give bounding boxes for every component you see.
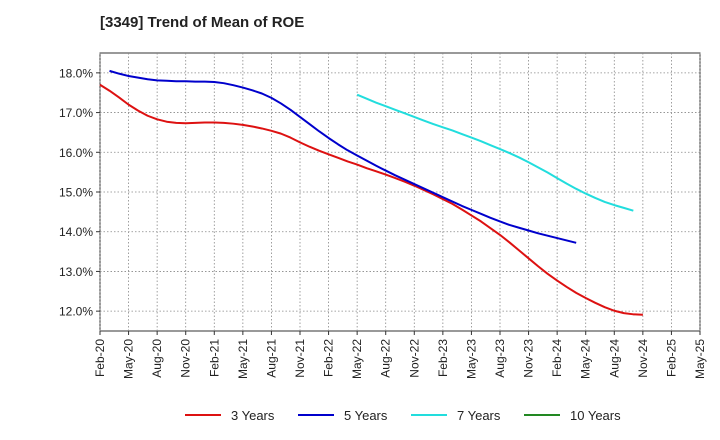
legend-label: 3 Years [231,407,275,423]
x-tick-label: Nov-22 [407,339,421,378]
y-tick-label: 12.0% [59,305,93,319]
x-tick-label: Aug-21 [264,339,278,378]
series-line-5-years [109,69,577,244]
legend-label: 10 Years [570,407,621,423]
x-tick-label: May-21 [236,339,250,379]
x-tick-label: May-23 [464,339,478,379]
x-tick-label: Aug-20 [150,339,164,378]
x-tick-label: May-20 [122,339,136,379]
x-tick-label: Nov-20 [179,339,193,378]
x-tick-label: Feb-22 [322,339,336,377]
y-tick-label: 16.0% [59,146,93,160]
y-tick-label: 15.0% [59,186,93,200]
legend-label: 7 Years [457,407,501,423]
legend-item-5-years: 5 Years [298,403,387,427]
chart-area: 12.0% 13.0% 14.0% 15.0% 16.0% 17.0% 18.0% Feb-2… [59,52,707,379]
legend-swatch [185,414,221,416]
legend-label: 5 Years [344,407,388,423]
legend-swatch [411,414,447,416]
legend-item-7-years: 7 Years [411,403,500,427]
x-tick-label: May-25 [693,339,707,379]
x-tick-label: Feb-21 [207,339,221,377]
x-tick-label: Feb-24 [550,339,564,377]
y-tick-label: 14.0% [59,225,93,239]
x-tick-label: Aug-24 [607,339,621,378]
x-tick-label: Nov-21 [293,339,307,378]
legend-swatch [524,414,560,416]
x-tick-label: Aug-23 [493,339,507,378]
x-tick-label: Aug-22 [379,339,393,378]
series-line-3-years [99,83,643,316]
x-tick-label: May-24 [579,339,593,379]
x-tick-label: Feb-20 [93,339,107,377]
x-tick-label: Feb-25 [664,339,678,377]
legend-item-10-years: 10 Years [524,403,621,427]
x-tick-label: Nov-23 [522,339,536,378]
plot-frame [99,52,701,332]
x-tick-label: Nov-24 [636,339,650,378]
y-tick-label: 18.0% [59,66,93,80]
x-tick-label: Feb-23 [436,339,450,377]
legend-swatch [298,414,334,416]
chart-title: [3349] Trend of Mean of ROE [100,14,305,31]
series-line-7-years [356,93,634,212]
legend: 3 Years 5 Years 7 Years 10 Years [0,403,720,427]
y-tick-label: 17.0% [59,106,93,120]
y-tick-label: 13.0% [59,265,93,279]
x-tick-label: May-22 [350,339,364,379]
legend-item-3-years: 3 Years [185,403,274,427]
